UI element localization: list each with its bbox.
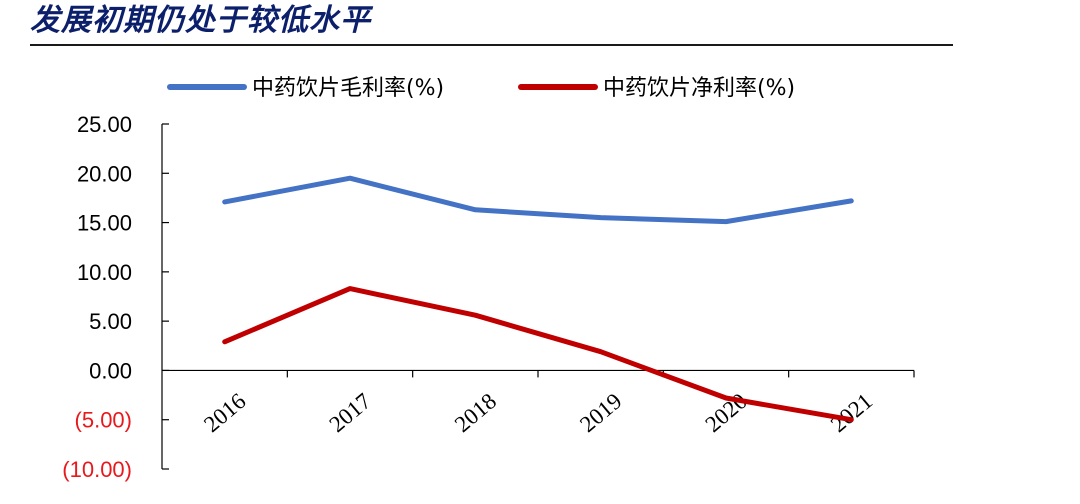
x-tick-label: 2016: [199, 388, 250, 437]
page-title: 发展初期仍处于较低水平: [30, 3, 371, 38]
x-tick-label: 2021: [826, 388, 877, 437]
y-tick-label: 20.00: [77, 161, 132, 186]
series-line-2: [222, 286, 854, 423]
y-tick-label: (10.00): [62, 457, 132, 482]
title-divider: [30, 44, 953, 46]
y-tick-label: (5.00): [75, 408, 132, 433]
series-line-1: [222, 175, 854, 225]
y-tick-label: 25.00: [77, 112, 132, 137]
x-tick-label: 2017: [325, 388, 376, 437]
x-tick-label: 2018: [450, 388, 501, 437]
y-tick-label: 5.00: [89, 309, 132, 334]
x-tick-label: 2019: [575, 388, 626, 437]
y-tick-label: 0.00: [89, 358, 132, 383]
y-tick-label: 15.00: [77, 211, 132, 236]
legend-label-2: 中药饮片净利率(%): [603, 76, 795, 101]
y-tick-label: 10.00: [77, 260, 132, 285]
legend-label-1: 中药饮片毛利率(%): [252, 76, 444, 101]
